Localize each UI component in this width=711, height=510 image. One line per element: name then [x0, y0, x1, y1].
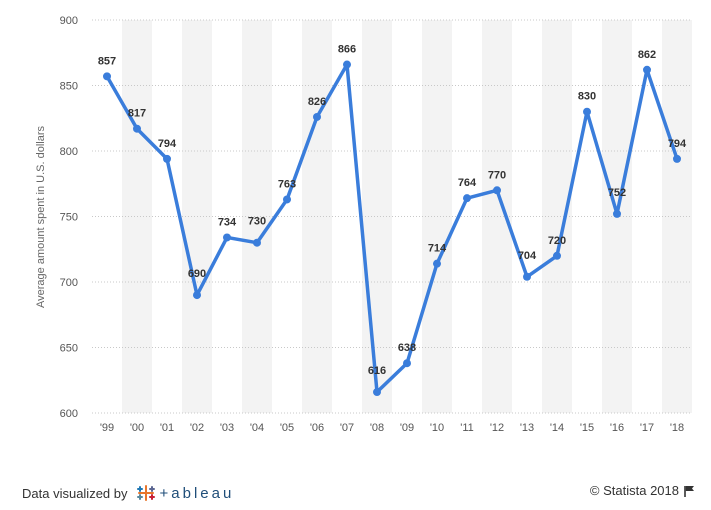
- data-point[interactable]: [223, 233, 231, 242]
- data-point[interactable]: [673, 154, 681, 163]
- data-point[interactable]: [283, 195, 291, 204]
- x-tick-label: '17: [640, 422, 654, 434]
- data-point[interactable]: [253, 238, 261, 247]
- data-label: 752: [608, 187, 626, 199]
- y-axis-label: Average amount spent in U.S. dollars: [35, 125, 47, 308]
- x-tick-label: '10: [430, 422, 444, 434]
- flag-icon[interactable]: [684, 485, 695, 497]
- data-label: 794: [158, 138, 177, 150]
- tableau-logo[interactable]: +ableau: [136, 483, 235, 503]
- data-point[interactable]: [613, 209, 621, 218]
- data-label: 714: [428, 243, 447, 255]
- data-point[interactable]: [493, 186, 501, 195]
- x-tick-label: '15: [580, 422, 594, 434]
- data-label: 734: [218, 216, 237, 228]
- series-line: [105, 62, 679, 394]
- x-tick-label: '08: [370, 422, 384, 434]
- data-labels: 857 817 794 690 734 730 763 826 866 616 638 714 764 7…: [98, 44, 687, 378]
- tableau-logo-icon: [136, 485, 155, 501]
- data-label: 704: [518, 250, 537, 262]
- data-point[interactable]: [403, 359, 411, 368]
- data-point[interactable]: [193, 291, 201, 300]
- x-tick-label: '00: [130, 422, 144, 434]
- data-points: [103, 60, 681, 397]
- y-tick-label: 900: [60, 15, 78, 27]
- data-point[interactable]: [433, 259, 441, 268]
- x-tick-label: '18: [670, 422, 684, 434]
- y-tick-label: 650: [60, 343, 78, 355]
- x-tick-label: '09: [400, 422, 414, 434]
- data-label: 857: [98, 55, 116, 67]
- x-tick-label: '03: [220, 422, 234, 434]
- y-tick-label: 600: [60, 408, 78, 420]
- data-label: 826: [308, 96, 326, 108]
- x-tick-label: '02: [190, 422, 204, 434]
- data-point[interactable]: [583, 107, 591, 116]
- data-label: 730: [248, 216, 266, 228]
- data-label: 817: [128, 108, 146, 120]
- data-label: 794: [668, 138, 687, 150]
- footer-copyright: © Statista 2018: [590, 483, 695, 498]
- y-tick-label: 700: [60, 277, 78, 289]
- x-tick-label: '16: [610, 422, 624, 434]
- data-label: 830: [578, 91, 596, 103]
- data-label: 764: [458, 177, 477, 189]
- y-tick-label: 800: [60, 146, 78, 158]
- credit-text: Data visualized by: [22, 485, 128, 501]
- x-tick-label: '99: [100, 422, 114, 434]
- data-label: 763: [278, 178, 296, 190]
- x-tick-label: '14: [550, 422, 564, 434]
- series-line-path: [105, 62, 679, 394]
- y-axis-ticks: 600 650 700 750 800 850 900: [60, 15, 78, 420]
- data-label: 638: [398, 342, 416, 354]
- data-point[interactable]: [553, 251, 561, 260]
- gridlines: [92, 19, 692, 414]
- data-label: 866: [338, 44, 356, 56]
- data-label: 770: [488, 169, 506, 181]
- x-tick-label: '12: [490, 422, 504, 434]
- x-tick-label: '04: [250, 422, 264, 434]
- y-tick-label: 850: [60, 81, 78, 93]
- data-point[interactable]: [133, 124, 141, 133]
- copyright-text: © Statista 2018: [589, 483, 679, 498]
- data-label: 616: [368, 365, 386, 377]
- x-tick-label: '07: [340, 422, 354, 434]
- tableau-wordmark: +ableau: [159, 484, 235, 502]
- x-tick-label: '05: [280, 422, 294, 434]
- data-point[interactable]: [103, 72, 111, 81]
- data-label: 862: [638, 49, 656, 61]
- data-point[interactable]: [463, 194, 471, 203]
- x-tick-label: '13: [520, 422, 534, 434]
- x-tick-label: '11: [460, 422, 474, 434]
- data-label: 690: [188, 268, 206, 280]
- data-point[interactable]: [373, 388, 381, 397]
- x-axis-ticks: '99 '00 '01 '02 '03 '04 '05 '06 '07 '08 '09 '10 '11 '…: [100, 422, 684, 434]
- y-tick-label: 750: [60, 212, 78, 224]
- line-chart: 600 650 700 750 800 850 900 '99 '00 '01 '02 '03 '04…: [35, 15, 692, 434]
- data-point[interactable]: [523, 272, 531, 281]
- footer-credit: Data visualized by +ableau: [22, 483, 234, 503]
- x-tick-label: '01: [160, 422, 174, 434]
- data-point[interactable]: [643, 65, 651, 74]
- data-point[interactable]: [343, 60, 351, 69]
- data-point[interactable]: [163, 154, 171, 163]
- x-tick-label: '06: [310, 422, 324, 434]
- data-point[interactable]: [313, 112, 321, 121]
- data-label: 720: [548, 235, 566, 247]
